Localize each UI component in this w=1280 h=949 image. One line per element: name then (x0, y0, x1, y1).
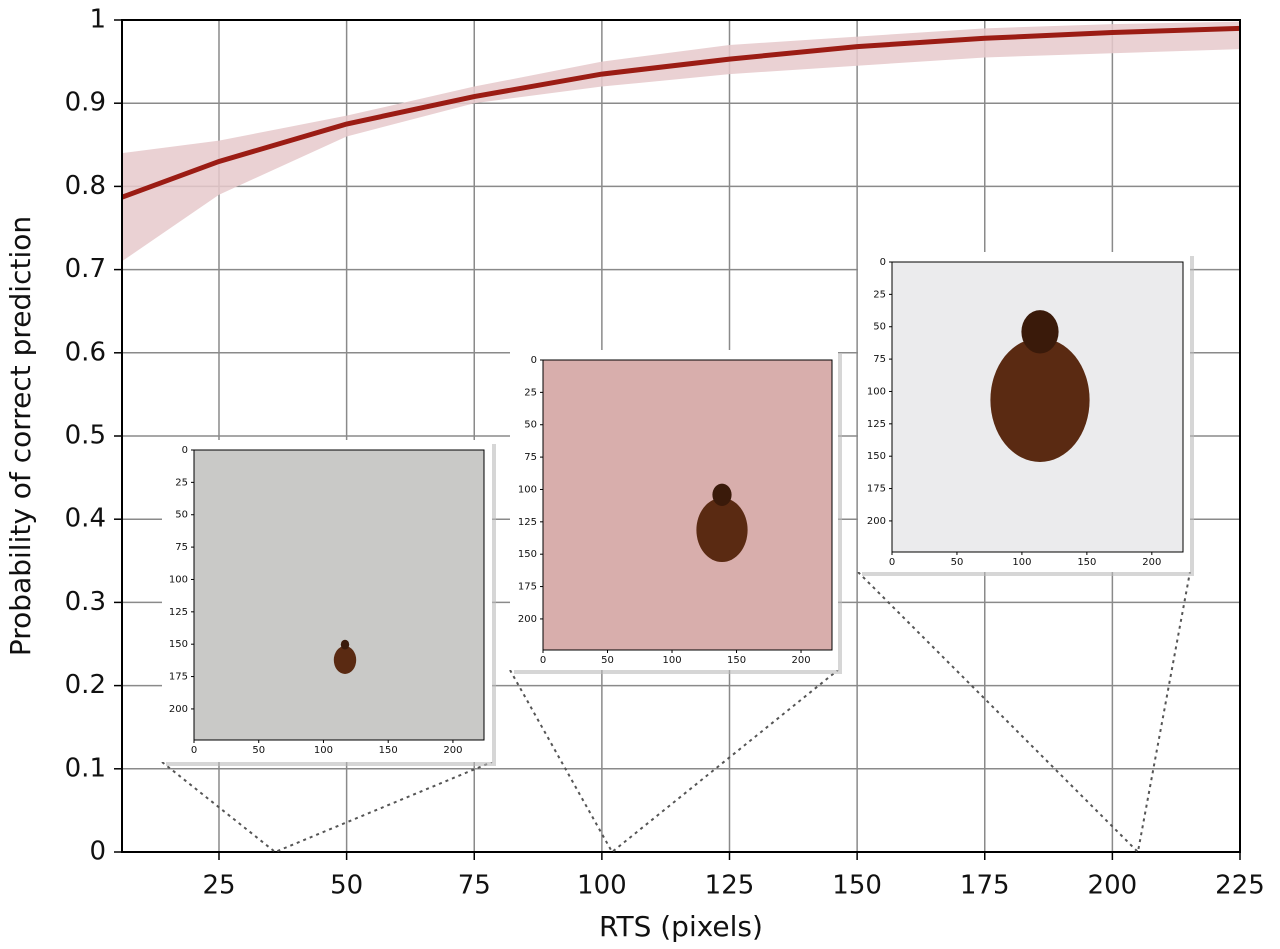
x-tick-label: 150 (832, 871, 882, 901)
inset-x-tick-label: 0 (191, 745, 197, 756)
inset-y-tick-label: 25 (175, 477, 188, 488)
x-tick-label: 25 (202, 871, 235, 901)
inset-x-tick-label: 200 (443, 745, 462, 756)
x-tick-label: 125 (705, 871, 755, 901)
inset-x-tick-label: 0 (889, 557, 895, 568)
y-tick-label: 0.9 (65, 88, 106, 118)
confidence-band (122, 21, 1240, 262)
inset-y-tick-label: 0 (182, 445, 188, 456)
inset-x-tick-label: 0 (540, 655, 546, 666)
inset-y-tick-label: 200 (169, 704, 188, 715)
inset-y-tick-label: 100 (518, 484, 537, 495)
inset-x-tick-label: 150 (379, 745, 398, 756)
y-tick-label: 0.8 (65, 171, 106, 201)
y-tick-label: 1 (89, 5, 106, 35)
inset-y-tick-label: 0 (531, 355, 537, 366)
x-tick-label: 200 (1088, 871, 1138, 901)
inset-y-tick-label: 25 (873, 289, 886, 300)
tick-insect (333, 646, 357, 674)
y-axis-label: Probability of correct prediction (4, 216, 37, 656)
y-tick-label: 0 (89, 837, 106, 867)
photo (193, 449, 485, 741)
connector (161, 761, 493, 854)
photo (542, 359, 833, 651)
inset-x-tick-label: 50 (951, 557, 964, 568)
inset-y-tick-label: 75 (873, 354, 886, 365)
inset-y-tick-label: 100 (169, 574, 188, 585)
inset-y-tick-label: 0 (880, 257, 886, 268)
connector (509, 669, 839, 854)
inset-y-tick-label: 150 (169, 639, 188, 650)
inset-y-tick-label: 25 (524, 387, 537, 398)
inset-y-tick-label: 125 (518, 517, 537, 528)
tick-insect-head (340, 639, 350, 650)
inset-x-tick-label: 150 (1077, 557, 1096, 568)
inset-y-tick-label: 50 (175, 510, 188, 521)
inset-x-tick-label: 50 (601, 655, 614, 666)
line (121, 25, 1241, 200)
inset-x-tick-label: 200 (1142, 557, 1161, 568)
y-tick-label: 0.7 (65, 254, 106, 284)
y-tick-label: 0.2 (65, 670, 106, 700)
x-tick-label: 75 (458, 871, 491, 901)
inset-x-tick-label: 50 (252, 745, 265, 756)
inset-y-tick-label: 175 (518, 582, 537, 593)
inset-y-tick-label: 100 (867, 386, 886, 397)
x-tick-label: 100 (577, 871, 627, 901)
inset-x-tick-label: 100 (1012, 557, 1031, 568)
inset-x-tick-label: 150 (727, 655, 746, 666)
inset-x-tick-label: 100 (314, 745, 333, 756)
inset-y-tick-label: 200 (867, 516, 886, 527)
y-tick-label: 0.6 (65, 337, 106, 367)
inset-x-tick-label: 200 (791, 655, 810, 666)
x-tick-label: 50 (330, 871, 363, 901)
connector (857, 571, 1191, 855)
x-tick-label: 225 (1215, 871, 1265, 901)
inset-x-tick-label: 100 (662, 655, 681, 666)
tick-insect-head (712, 483, 732, 506)
x-axis-label: RTS (pixels) (599, 910, 763, 943)
tick-insect (990, 338, 1090, 462)
inset-y-tick-label: 125 (867, 419, 886, 430)
inset-y-tick-label: 125 (169, 607, 188, 618)
y-tick-label: 0.5 (65, 421, 106, 451)
inset-y-tick-label: 50 (873, 322, 886, 333)
plot-frame (121, 19, 1241, 853)
inset-y-tick-label: 75 (524, 452, 537, 463)
y-tick-label: 0.3 (65, 587, 106, 617)
tick-insect (696, 498, 748, 562)
x-tick-label: 175 (960, 871, 1010, 901)
inset-y-tick-label: 175 (169, 672, 188, 683)
inset-y-tick-label: 150 (867, 451, 886, 462)
y-tick-label: 0.4 (65, 504, 106, 534)
inset-y-tick-label: 50 (524, 420, 537, 431)
y-tick-label: 0.1 (65, 753, 106, 783)
inset-y-tick-label: 75 (175, 542, 188, 553)
tick-insect-head (1021, 310, 1059, 354)
inset-y-tick-label: 200 (518, 614, 537, 625)
inset-y-tick-label: 150 (518, 549, 537, 560)
inset-y-tick-label: 175 (867, 484, 886, 495)
